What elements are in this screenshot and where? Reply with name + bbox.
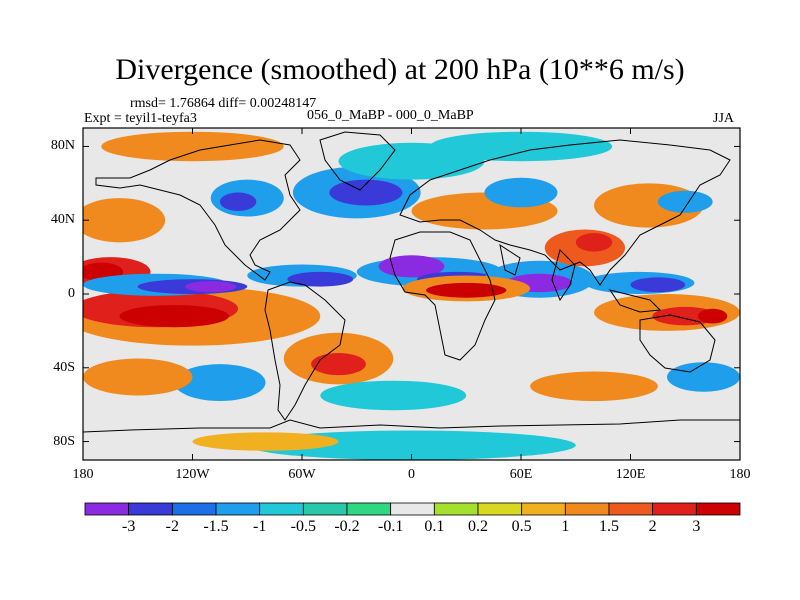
season-label: JJA [713,111,735,126]
colorbar-label: -2 [165,518,179,535]
colorbar-label: 1 [561,518,570,535]
experiment-label: Expt = teyil1-teyfa3 [84,111,197,126]
colorbar-swatch [564,502,610,516]
field-contour-blob [329,179,403,206]
field-contour-blob [657,190,713,213]
colorbar-swatch [652,502,697,516]
x-tick-label: 0 [408,467,415,482]
x-tick-label: 120E [615,467,646,482]
colorbar-swatch [302,502,348,516]
y-tick-label: 0 [68,286,75,301]
colorbar-swatch [84,502,130,516]
comparison-label: 056_0_MaBP - 000_0_MaBP [307,108,474,123]
colorbar-swatch [259,502,304,516]
field-contour-blob [698,308,728,324]
colorbar-swatch [608,502,654,516]
field-contour-blob [192,432,339,451]
y-tick-label: 80N [50,138,75,154]
colorbar-label: 0.5 [511,518,532,535]
colorbar-label: -1 [252,518,267,535]
field-contour-blob [83,358,193,396]
colorbar-swatch [477,502,523,516]
y-tick-label: 40N [50,212,75,228]
colorbar-swatch [433,502,479,516]
colorbar-label: -0.2 [334,518,360,535]
colorbar-label: 0.1 [424,518,445,535]
field-contour-blob [83,198,166,243]
colorbar-label: 1.5 [599,518,619,535]
colorbar-swatch [390,502,435,516]
field-contours [83,131,740,460]
divergence-field [83,128,740,460]
colorbar-swatch [215,502,261,516]
field-contour-blob [484,177,558,208]
stats-label: rmsd= 1.76864 diff= 0.00248147 [130,96,317,111]
field-contour-blob [575,233,613,252]
chart-title: Divergence (smoothed) at 200 hPa (10**6 … [115,53,685,86]
field-contour-blob [219,192,257,211]
colorbar-swatch [171,502,217,516]
field-contour-blob [530,371,658,401]
field-contour-blob [185,281,237,293]
colorbar-label: -1.5 [203,518,229,535]
x-tick-label: 60E [509,467,533,482]
y-tick-label: 40S [53,359,75,375]
x-tick-label: 180 [72,467,94,482]
field-contour-blob [174,364,266,401]
colorbar-label: 3 [692,518,701,535]
field-contour-blob [630,277,686,293]
colorbar-label: 2 [648,518,657,535]
field-contour-blob [101,131,284,162]
colorbar-label: -3 [121,518,136,535]
field-contour-blob [320,380,467,411]
axis-ticks [82,128,741,460]
colorbar-label: -0.5 [290,518,316,535]
colorbar [84,502,741,516]
field-contour-blob [311,353,366,376]
coastlines [83,131,740,433]
field-contour-blob [429,131,613,162]
colorbar-label: 0.2 [468,518,488,535]
field-contour-blob [287,271,354,287]
colorbar-swatch [346,502,392,516]
field-contour-blob [378,255,445,278]
colorbar-swatch [695,502,741,516]
colorbar-swatch [521,502,566,516]
x-tick-label: 60W [288,467,316,482]
field-contour-blob [119,305,229,328]
field-contour-blob [426,282,507,298]
colorbar-swatch [128,502,173,516]
colorbar-label: -0.1 [377,518,404,535]
field-contour-blob [667,362,740,392]
y-tick-label: 80S [53,433,75,449]
x-tick-label: 180 [729,467,751,482]
x-tick-label: 120W [175,467,210,482]
